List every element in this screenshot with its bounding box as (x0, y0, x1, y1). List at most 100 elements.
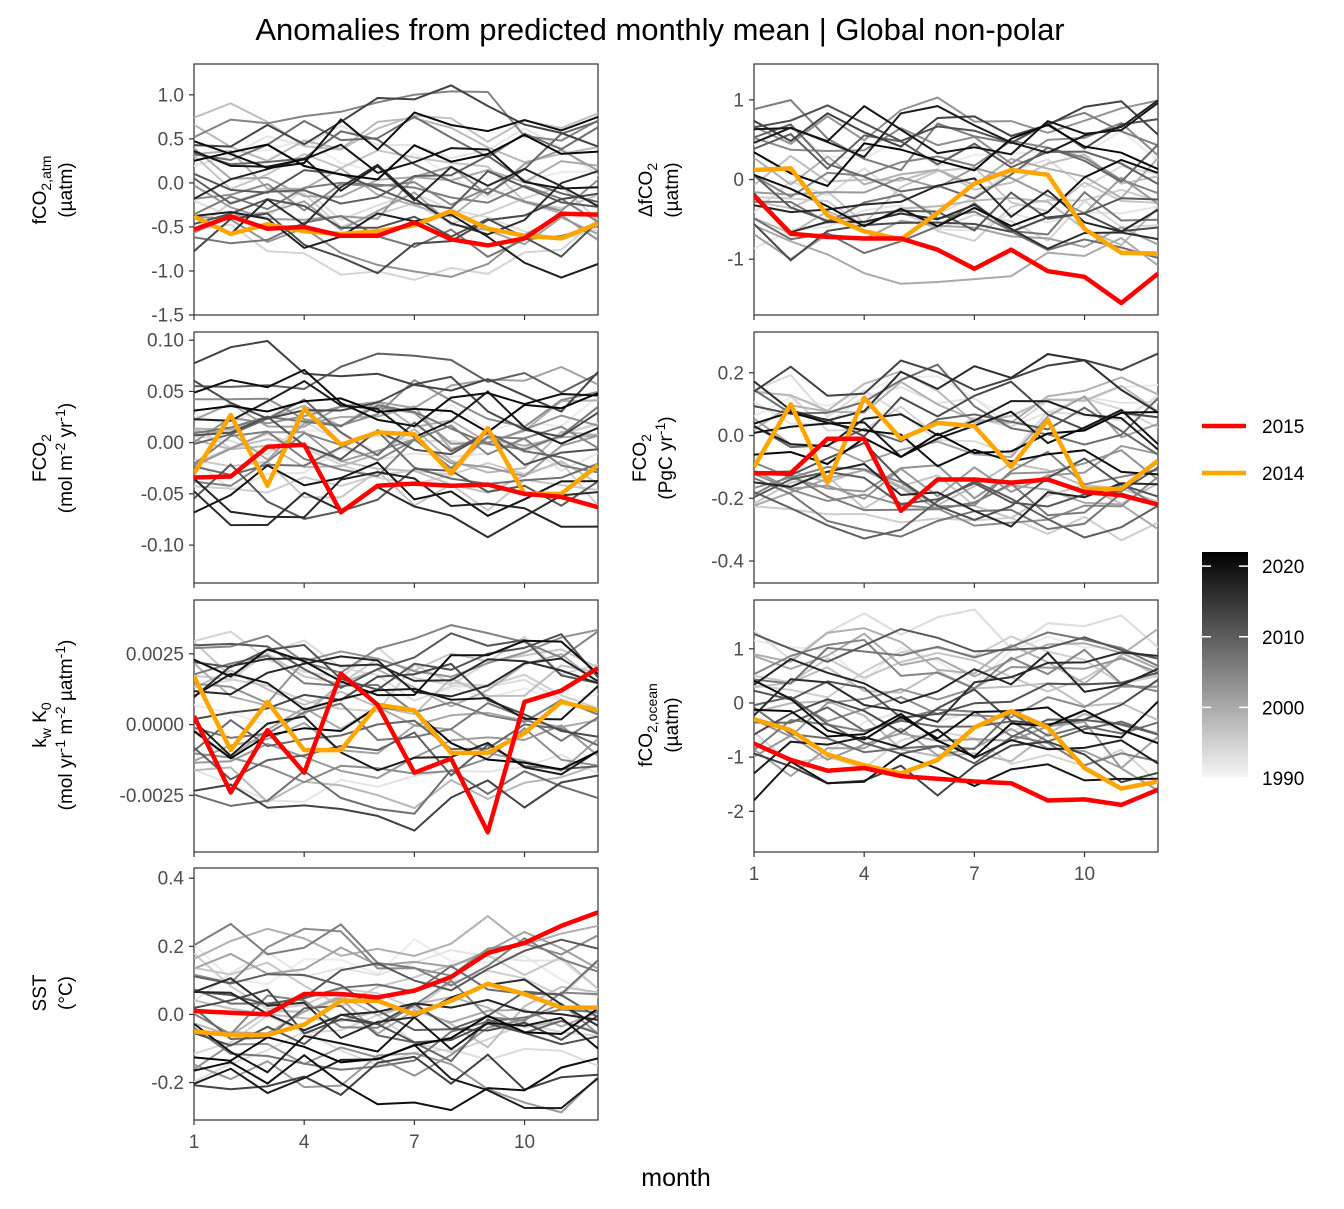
ylabel-fco2flux: FCO2 (mol m-2 yr-1) (30, 403, 77, 513)
bg-line-2007 (194, 429, 598, 485)
bg-line-2020 (754, 411, 1158, 476)
svg-text:kw K0: kw K0 (30, 702, 54, 748)
y-tick-label: 0 (733, 170, 744, 191)
y-tick-label: -0.2 (151, 1073, 184, 1094)
bg-line-2001 (194, 1052, 598, 1114)
bg-line-2010 (754, 627, 1158, 663)
x-tick-label: 7 (409, 1132, 420, 1153)
bg-line-2008 (194, 120, 598, 195)
y-tick-label: -0.0025 (120, 786, 184, 807)
bg-line-2008 (754, 706, 1158, 743)
y-tick-label: -2 (727, 802, 744, 823)
legend-label-2015: 2015 (1262, 417, 1304, 438)
series-line-2015 (754, 436, 1158, 514)
bg-line-2010 (754, 174, 1158, 232)
bg-line-2010 (194, 938, 598, 1006)
y-tick-label: -1 (727, 748, 744, 769)
bg-line-2019 (754, 102, 1158, 156)
y-tick-label: 1 (733, 90, 744, 111)
bg-line-2016 (194, 977, 598, 1040)
bg-line-1995 (194, 954, 598, 1008)
bg-line-2017 (754, 651, 1158, 705)
bg-line-1996 (194, 664, 598, 716)
bg-line-2013 (754, 352, 1158, 397)
bg-line-2006 (754, 477, 1158, 538)
bg-line-2002 (754, 657, 1158, 738)
bg-line-1994 (754, 188, 1158, 243)
plot-area (754, 608, 1158, 808)
bg-line-2011 (754, 671, 1158, 719)
bg-line-1998 (194, 914, 598, 960)
svg-text:fCO2,atm: fCO2,atm (30, 156, 54, 225)
series-line-2015 (194, 442, 598, 515)
svg-text:SST: SST (30, 974, 51, 1011)
svg-text:(PgC yr-1): (PgC yr-1) (652, 416, 677, 499)
series-line-2014 (754, 166, 1158, 256)
x-tick-label: 7 (969, 864, 980, 885)
bg-line-2001 (194, 431, 598, 478)
bg-line-2021 (754, 708, 1158, 758)
colorbar-tick-label: 2020 (1262, 557, 1304, 578)
bg-line-2021 (194, 1007, 598, 1064)
y-tick-label: 0.10 (147, 331, 184, 352)
series-line-2014 (754, 708, 1158, 791)
bg-line-1998 (754, 627, 1158, 685)
bg-line-2008 (194, 1004, 598, 1063)
bg-line-2009 (754, 132, 1158, 185)
legend-label-2014: 2014 (1262, 464, 1305, 485)
y-tick-label: 1.0 (158, 85, 184, 106)
bg-line-1999 (194, 147, 598, 198)
y-tick-label: -1 (727, 250, 744, 271)
series-line-2015 (754, 193, 1158, 306)
colorbar (1202, 552, 1248, 778)
bg-line-2016 (194, 486, 598, 539)
bg-line-2019 (194, 1015, 598, 1074)
svg-text:(µatm): (µatm) (662, 697, 683, 752)
colorbar-tick-label: 2010 (1262, 628, 1304, 649)
plot-area (194, 84, 598, 281)
series-line-2014 (194, 675, 598, 756)
bg-line-2001 (194, 724, 598, 780)
y-tick-label: 0.05 (147, 382, 184, 403)
series-line-2015 (194, 910, 598, 1017)
svg-text:(µatm): (µatm) (662, 162, 683, 217)
bg-line-2021 (194, 133, 598, 181)
bg-line-2005 (754, 473, 1158, 517)
bg-line-2017 (194, 655, 598, 698)
bg-line-2000 (194, 930, 598, 975)
bg-line-2003 (194, 927, 598, 984)
series-line-2015 (754, 741, 1158, 808)
bg-line-2009 (754, 695, 1158, 765)
bg-line-2021 (194, 392, 598, 434)
bg-line-2018 (194, 715, 598, 776)
chart-title: Anomalies from predicted monthly mean | … (255, 12, 1064, 47)
bg-line-1991 (194, 124, 598, 177)
ylabel-fco2pgc: FCO2 (PgC yr-1) (630, 416, 677, 499)
bg-line-2019 (754, 408, 1158, 459)
bg-line-2003 (194, 726, 598, 784)
bg-line-1999 (754, 224, 1158, 285)
y-tick-label: 0.2 (158, 937, 184, 958)
y-tick-label: -1.5 (151, 306, 184, 327)
bg-line-2013 (194, 774, 598, 832)
bg-line-2002 (194, 628, 598, 705)
bg-line-2017 (194, 471, 598, 528)
bg-line-2020 (194, 1053, 598, 1112)
plot-area (194, 910, 598, 1114)
bg-line-2020 (194, 111, 598, 170)
bg-line-2008 (754, 123, 1158, 200)
ylabel-fco2ocean: fCO2,ocean (µatm) (636, 683, 683, 767)
y-tick-label: -0.4 (711, 552, 744, 573)
bg-line-2002 (754, 96, 1158, 145)
bg-line-1994 (754, 505, 1158, 542)
bg-line-2005 (754, 708, 1158, 767)
bg-line-2010 (194, 169, 598, 210)
y-tick-label: -0.10 (141, 536, 184, 557)
bg-line-2011 (194, 198, 598, 258)
y-tick-label: -0.5 (151, 217, 184, 238)
bg-line-1999 (754, 632, 1158, 678)
bg-line-2006 (194, 1008, 598, 1071)
svg-text:(mol yr-1 m-2 µatm-1): (mol yr-1 m-2 µatm-1) (52, 640, 77, 811)
bg-line-2006 (194, 214, 598, 258)
